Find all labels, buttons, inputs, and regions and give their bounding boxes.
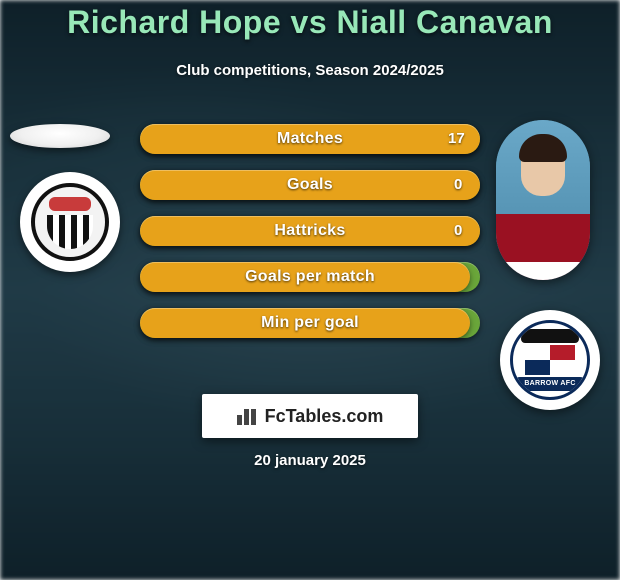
stat-label: Goals per match [140,262,480,292]
stat-row-min-per-goal: Min per goal [140,308,480,338]
player-right-sponsor: RAINHAM STEEL [496,269,590,278]
player-right-club-badge: BARROW AFC [500,310,600,410]
player-right-club-name: BARROW AFC [513,377,587,391]
page-title: Richard Hope vs Niall Canavan [0,4,620,41]
stat-label: Goals [140,170,480,200]
stat-label: Min per goal [140,308,480,338]
stat-row-goals: Goals 0 [140,170,480,200]
stat-label: Hattricks [140,216,480,246]
stat-row-hattricks: Hattricks 0 [140,216,480,246]
player-right-avatar: RAINHAM STEEL [496,120,590,280]
player-left-avatar [10,124,110,148]
stat-row-goals-per-match: Goals per match [140,262,480,292]
page-subtitle: Club competitions, Season 2024/2025 [0,62,620,79]
bar-chart-icon [237,407,259,425]
watermark-fctables: FcTables.com [202,394,418,438]
stat-value: 0 [454,216,462,246]
stat-label: Matches [140,124,480,154]
stat-bars: Matches 17 Goals 0 Hattricks 0 Goals per… [140,124,480,354]
player-left-club-badge [20,172,120,272]
stat-value: 17 [448,124,465,154]
date-line: 20 january 2025 [0,452,620,469]
watermark-text: FcTables.com [265,406,384,427]
stat-value: 0 [454,170,462,200]
stat-row-matches: Matches 17 [140,124,480,154]
